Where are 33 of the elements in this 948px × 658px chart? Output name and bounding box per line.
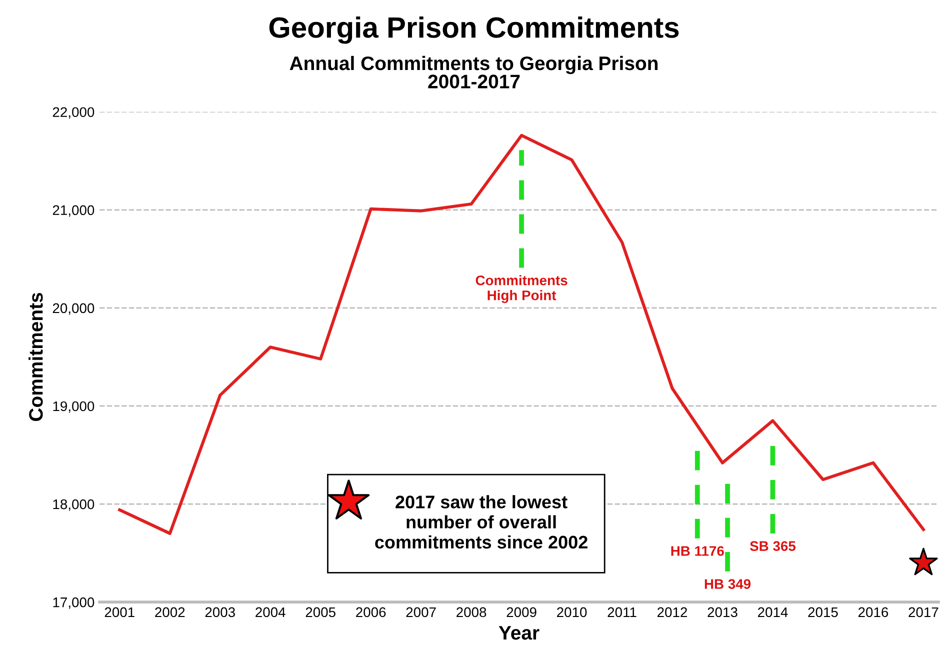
x-tick-label: 2013 <box>708 607 738 618</box>
x-tick-label: 2002 <box>155 607 185 618</box>
x-tick-label: 2011 <box>608 607 636 618</box>
ref-line-label: SB 365 <box>750 541 796 552</box>
x-tick-label: 2008 <box>456 607 486 618</box>
y-tick-label: 19,000 <box>53 401 94 413</box>
y-tick-label: 20,000 <box>52 303 94 315</box>
x-tick-label: 2012 <box>658 607 688 618</box>
y-axis-title: Commitments <box>28 292 43 421</box>
x-tick-label: 2009 <box>506 607 536 618</box>
x-tick-label: 2005 <box>306 607 336 618</box>
chart-subtitle: Annual Commitments to Georgia Prison 2001-2017 <box>290 56 658 88</box>
x-tick-label: 2016 <box>858 607 888 618</box>
y-tick-label: 18,000 <box>53 499 94 511</box>
x-tick-label: 2004 <box>256 607 286 618</box>
y-tick-label: 17,000 <box>53 597 94 609</box>
y-tick-label: 21,000 <box>52 205 94 217</box>
annotation: 2017 saw the lowest number of overall commitments since 2002 <box>375 495 588 549</box>
x-tick-label: 2015 <box>808 607 838 618</box>
x-tick-label: 2017 <box>908 607 938 618</box>
x-tick-label: 2003 <box>205 607 235 618</box>
ref-line-label: HB 349 <box>704 579 751 589</box>
ref-line-label: Commitments High Point <box>476 275 568 304</box>
x-tick-label: 2010 <box>557 607 587 618</box>
x-tick-label: 2006 <box>356 607 386 618</box>
chart-title: Georgia Prison Commitments <box>269 16 679 44</box>
x-tick-label: 2001 <box>104 607 134 618</box>
y-tick-label: 22,000 <box>52 107 94 119</box>
x-axis-title: Year <box>498 626 540 640</box>
x-tick-label: 2007 <box>406 607 436 618</box>
ref-line-label: HB 1176 <box>671 546 724 556</box>
x-tick-label: 2014 <box>758 607 788 618</box>
line-series <box>118 134 925 535</box>
